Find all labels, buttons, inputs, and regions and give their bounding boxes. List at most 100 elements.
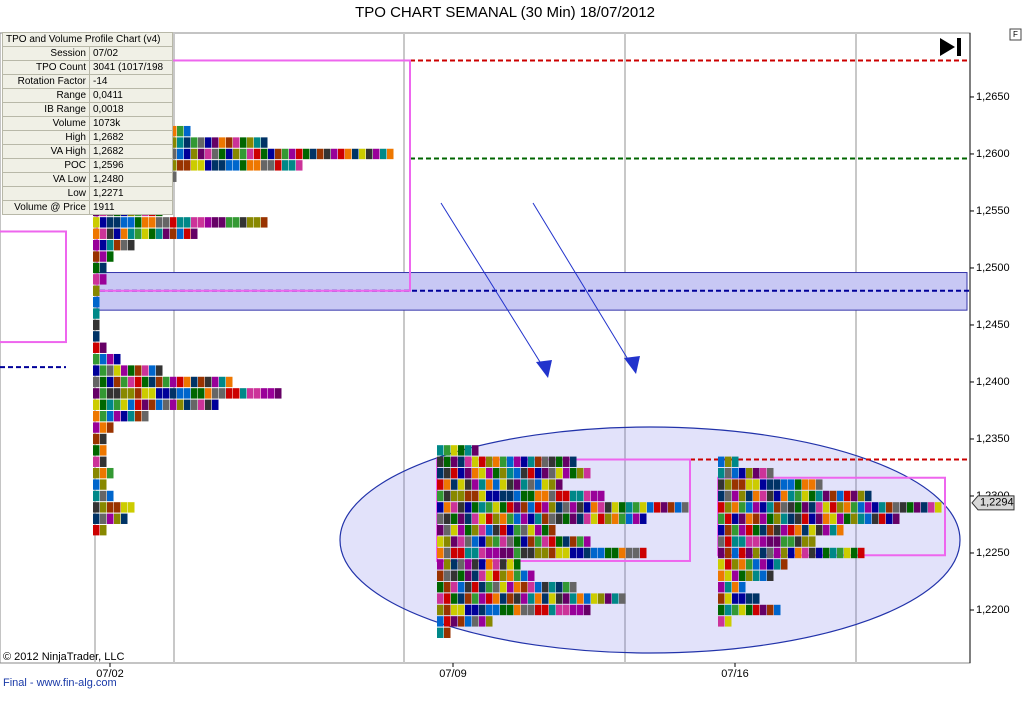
tpo-block bbox=[746, 479, 753, 490]
tpo-block bbox=[233, 217, 240, 228]
tpo-block bbox=[100, 353, 107, 365]
play-icon[interactable] bbox=[940, 38, 955, 56]
tpo-block bbox=[486, 513, 493, 524]
tpo-block bbox=[725, 570, 732, 581]
tpo-block bbox=[788, 547, 795, 559]
tpo-block bbox=[247, 148, 254, 160]
tpo-block bbox=[451, 502, 458, 513]
tpo-block bbox=[465, 502, 472, 513]
tpo-block bbox=[725, 593, 732, 604]
tpo-block bbox=[100, 274, 107, 285]
tpo-block bbox=[275, 388, 282, 399]
tpo-block bbox=[437, 513, 444, 524]
tpo-block bbox=[767, 513, 774, 524]
tpo-block bbox=[542, 467, 549, 479]
tpo-block bbox=[732, 456, 739, 467]
tpo-block bbox=[479, 479, 486, 490]
tpo-block bbox=[893, 502, 900, 513]
tpo-block bbox=[528, 513, 535, 524]
tpo-block bbox=[619, 547, 626, 559]
tpo-block bbox=[507, 536, 514, 547]
tpo-row bbox=[93, 308, 100, 319]
tpo-block bbox=[725, 547, 732, 559]
tpo-block bbox=[549, 604, 556, 616]
tpo-row bbox=[718, 479, 823, 490]
tpo-block bbox=[177, 399, 184, 410]
tpo-block bbox=[198, 399, 205, 410]
tpo-block bbox=[177, 160, 184, 171]
play-icon-bar[interactable] bbox=[957, 38, 961, 56]
tpo-block bbox=[114, 410, 121, 422]
tpo-block bbox=[100, 217, 107, 228]
tpo-block bbox=[739, 502, 746, 513]
tpo-block bbox=[556, 547, 563, 559]
tpo-block bbox=[732, 581, 739, 593]
corner-box[interactable] bbox=[1009, 28, 1022, 41]
tpo-block bbox=[493, 536, 500, 547]
tpo-block bbox=[107, 490, 114, 502]
tpo-block bbox=[542, 547, 549, 559]
tpo-block bbox=[352, 148, 359, 160]
tpo-block bbox=[739, 490, 746, 502]
tpo-block bbox=[205, 160, 212, 171]
tpo-block bbox=[746, 559, 753, 570]
tpo-block bbox=[156, 376, 163, 388]
tpo-block bbox=[212, 217, 219, 228]
tpo-block bbox=[507, 570, 514, 581]
tpo-row bbox=[93, 422, 114, 433]
tpo-block bbox=[507, 513, 514, 524]
tpo-block bbox=[135, 228, 142, 239]
tpo-block bbox=[184, 228, 191, 239]
tpo-block bbox=[149, 228, 156, 239]
tpo-block bbox=[640, 502, 647, 513]
tpo-block bbox=[556, 456, 563, 467]
tpo-block bbox=[437, 479, 444, 490]
tpo-block bbox=[472, 570, 479, 581]
tpo-block bbox=[451, 616, 458, 627]
highlight-ellipse bbox=[339, 426, 961, 654]
tpo-block bbox=[458, 547, 465, 559]
tpo-row bbox=[93, 262, 107, 274]
tpo-block bbox=[598, 593, 605, 604]
footer-link[interactable]: Final - www.fin-alg.com bbox=[3, 677, 117, 689]
tpo-block bbox=[823, 502, 830, 513]
tpo-block bbox=[472, 616, 479, 627]
value-area-box bbox=[0, 230, 67, 344]
tpo-block bbox=[107, 410, 114, 422]
tpo-block bbox=[142, 399, 149, 410]
tpo-block bbox=[458, 536, 465, 547]
tpo-block bbox=[107, 502, 114, 513]
info-value: 1,2682 bbox=[89, 130, 173, 145]
tpo-row bbox=[93, 228, 198, 239]
tpo-block bbox=[753, 513, 760, 524]
tpo-block bbox=[233, 148, 240, 160]
tpo-block bbox=[535, 524, 542, 536]
tpo-block bbox=[563, 604, 570, 616]
tpo-block bbox=[774, 524, 781, 536]
tpo-block bbox=[725, 502, 732, 513]
info-value: -14 bbox=[89, 74, 173, 89]
tpo-block bbox=[921, 502, 928, 513]
tpo-block bbox=[205, 137, 212, 148]
tpo-block bbox=[858, 502, 865, 513]
tpo-block bbox=[451, 547, 458, 559]
tpo-block bbox=[584, 467, 591, 479]
tpo-block bbox=[837, 502, 844, 513]
tpo-block bbox=[135, 388, 142, 399]
tpo-block bbox=[767, 490, 774, 502]
tpo-block bbox=[514, 513, 521, 524]
corner-label[interactable]: F bbox=[1013, 30, 1018, 39]
tpo-block bbox=[542, 479, 549, 490]
tpo-block bbox=[114, 239, 121, 251]
y-tick-label: 1,2400 bbox=[976, 376, 1010, 388]
tpo-row bbox=[93, 353, 121, 365]
tpo-block bbox=[753, 524, 760, 536]
tpo-row bbox=[718, 513, 900, 524]
tpo-block bbox=[163, 399, 170, 410]
tpo-block bbox=[247, 160, 254, 171]
tpo-block bbox=[774, 479, 781, 490]
tpo-block bbox=[802, 513, 809, 524]
tpo-block bbox=[451, 513, 458, 524]
tpo-block bbox=[563, 456, 570, 467]
tpo-block bbox=[226, 148, 233, 160]
